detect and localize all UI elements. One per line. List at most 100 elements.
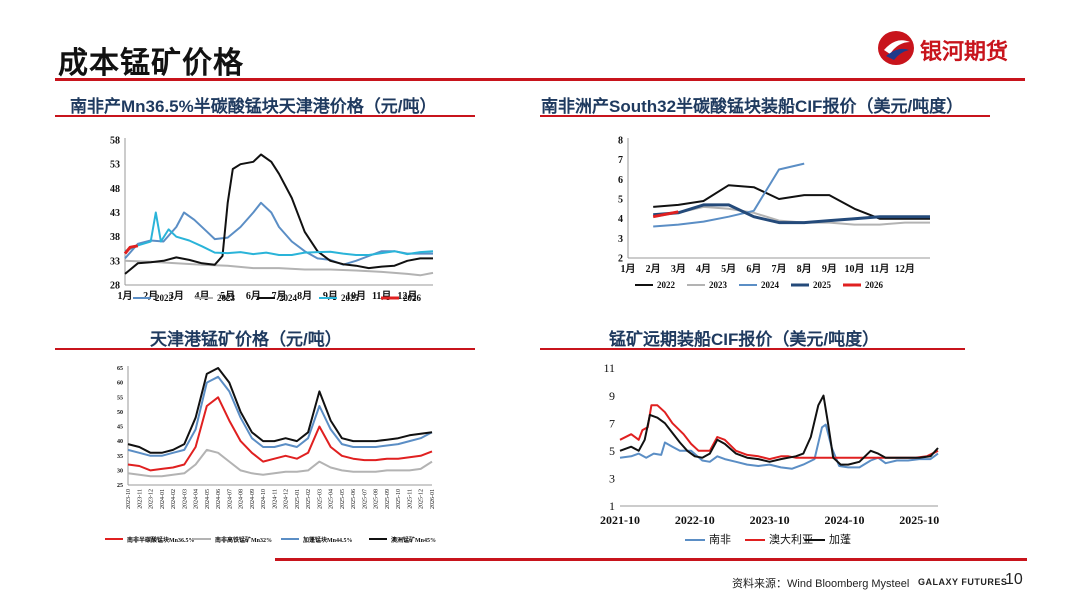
footer-divider bbox=[275, 558, 1027, 561]
chart3-xtick-label: 2024-09 bbox=[250, 489, 256, 509]
chart1-xtick-label: 9月 bbox=[323, 290, 338, 302]
chart3-ytick-label: 40 bbox=[117, 439, 123, 445]
chart2-xtick-label: 10月 bbox=[845, 263, 865, 275]
chart2-xtick-label: 6月 bbox=[746, 263, 761, 275]
chart3-xtick-label: 2025-03 bbox=[317, 489, 323, 509]
chart1-title-rule bbox=[55, 115, 475, 117]
chart2-xtick-label: 3月 bbox=[671, 263, 686, 275]
chart1-legend-label: 2024 bbox=[279, 293, 298, 303]
chart4-xtick-label: 2024-10 bbox=[824, 513, 864, 527]
chart1-xtick-label: 4月 bbox=[195, 290, 210, 302]
chart3-series-南非高铁锰矿Mn32% bbox=[127, 448, 433, 478]
chart1-legend-label: 2026 bbox=[403, 293, 422, 303]
chart3-plot bbox=[127, 367, 433, 478]
chart3-xtick-label: 2025-12 bbox=[419, 489, 425, 509]
chart2-series-2026 bbox=[652, 210, 679, 219]
chart4-ytick-label: 5 bbox=[609, 444, 615, 458]
chart2-xtick-label: 11月 bbox=[870, 263, 889, 275]
chart2-xtick-label: 5月 bbox=[721, 263, 736, 275]
chart4-legend-label: 加蓬 bbox=[829, 533, 851, 546]
chart4-legend: 南非 澳大利亚 加蓬 bbox=[685, 532, 851, 546]
chart1-series-2023 bbox=[124, 259, 434, 277]
chart1-title: 南非产Mn36.5%半碳酸锰块天津港价格（元/吨） bbox=[70, 97, 437, 116]
chart3-ytick-label: 60 bbox=[117, 381, 123, 387]
chart3-xtick-label: 2023-12 bbox=[149, 489, 155, 509]
chart3-xtick-label: 2024-02 bbox=[171, 489, 177, 509]
chart4-xaxis: 2021-10 2022-10 2023-10 2024-10 2025-10 bbox=[600, 505, 939, 527]
page-number: 10 bbox=[1005, 571, 1023, 588]
chart4-xtick-label: 2021-10 bbox=[600, 513, 640, 527]
chart3-title: 天津港锰矿价格（元/吨） bbox=[150, 330, 342, 349]
chart1-ytick-label: 38 bbox=[110, 232, 120, 243]
chart3-ytick-label: 45 bbox=[117, 425, 123, 431]
chart2-ytick-label: 8 bbox=[618, 136, 623, 147]
chart2-series-2025 bbox=[653, 203, 930, 225]
chart4-series-南非 bbox=[619, 423, 939, 470]
chart4-title: 锰矿远期装船CIF报价（美元/吨度） bbox=[609, 330, 880, 349]
chart1-ytick-label: 58 bbox=[110, 136, 120, 147]
source-note: 资料来源：Wind Bloomberg Mysteel bbox=[732, 578, 910, 590]
chart2-svg: 2 3 4 5 6 7 8 1月 2月 3月 4月 5月 6月 7月 8月 9月 10月 11月 12月 2022… bbox=[618, 136, 930, 290]
chart3-xtick-label: 2024-11 bbox=[272, 489, 278, 509]
chart4-xtick-label: 2022-10 bbox=[675, 513, 715, 527]
chart3-ytick-label: 35 bbox=[117, 454, 123, 460]
chart2-ytick-label: 7 bbox=[618, 155, 623, 166]
chart2-legend-label: 2024 bbox=[761, 280, 780, 290]
chart1-xtick-label: 5月 bbox=[220, 290, 235, 302]
chart2-xtick-label: 8月 bbox=[797, 263, 812, 275]
chart2-legend-label: 2023 bbox=[709, 280, 728, 290]
chart3-legend-label: 南非半碳酸锰块Mn36.5% bbox=[127, 536, 195, 544]
chart3-xtick-label: 2024-07 bbox=[227, 489, 233, 509]
chart3-xaxis: 2023-10 2023-11 2023-12 2024-01 2024-02 2024-… bbox=[126, 484, 436, 509]
chart4-ytick-label: 3 bbox=[609, 472, 615, 486]
chart3-xtick-label: 2023-10 bbox=[126, 489, 132, 509]
chart3-ytick-label: 30 bbox=[117, 468, 123, 474]
chart3-xtick-label: 2025-10 bbox=[396, 489, 402, 509]
chart4-plot bbox=[619, 394, 939, 470]
chart4-svg: 1 3 5 7 9 11 2021-10 2022-10 2023-10 2024-10 2025… bbox=[600, 361, 939, 546]
chart1-xtick-label: 3月 bbox=[169, 290, 184, 302]
chart3-yaxis: 25 30 35 40 45 50 55 60 65 bbox=[117, 366, 129, 489]
chart3-xtick-label: 2024-05 bbox=[205, 489, 211, 509]
chart1-series-2025 bbox=[124, 211, 434, 256]
chart3-legend-label: 加蓬锰块Mn44.5% bbox=[302, 536, 353, 544]
title-divider bbox=[55, 78, 1025, 81]
chart2-yaxis: 2 3 4 5 6 7 8 bbox=[618, 136, 629, 265]
chart4-legend-label: 南非 bbox=[709, 533, 731, 546]
chart1-ytick-label: 53 bbox=[110, 160, 120, 171]
chart3-xtick-label: 2025-09 bbox=[385, 489, 391, 509]
chart2-title-rule bbox=[540, 115, 990, 117]
chart2-xtick-label: 7月 bbox=[772, 263, 787, 275]
chart1-series-2024 bbox=[124, 153, 433, 275]
chart4-ytick-label: 9 bbox=[609, 389, 615, 403]
chart3-xtick-label: 2024-08 bbox=[239, 489, 245, 509]
chart3-xtick-label: 2025-08 bbox=[374, 489, 380, 509]
chart4-yaxis: 1 3 5 7 9 11 bbox=[603, 361, 615, 513]
chart3-ytick-label: 25 bbox=[117, 483, 123, 489]
chart1-series-2026 bbox=[123, 244, 139, 255]
chart3-series-加蓬锰块Mn44.5% bbox=[127, 375, 433, 457]
chart2-title: 南非洲产South32半碳酸锰块装船CIF报价（美元/吨度） bbox=[541, 97, 964, 116]
chart2-xtick-label: 12月 bbox=[895, 263, 915, 275]
chart4-ytick-label: 7 bbox=[609, 416, 615, 430]
chart2-xaxis: 1月 2月 3月 4月 5月 6月 7月 8月 9月 10月 11月 12月 bbox=[621, 257, 930, 275]
footer-brand: GALAXY FUTURES bbox=[918, 577, 1008, 587]
chart4-ytick-label: 11 bbox=[603, 361, 615, 375]
chart3-ytick-label: 50 bbox=[117, 410, 123, 416]
chart3-title-rule bbox=[55, 348, 475, 350]
chart3-ytick-label: 55 bbox=[117, 395, 123, 401]
chart1-ytick-label: 33 bbox=[110, 256, 120, 267]
chart4-xtick-label: 2025-10 bbox=[899, 513, 939, 527]
chart1-ytick-label: 43 bbox=[110, 208, 120, 219]
chart3-xtick-label: 2025-05 bbox=[340, 489, 346, 509]
chart3-xtick-label: 2024-10 bbox=[261, 489, 267, 509]
chart1-legend-label: 2022 bbox=[155, 293, 174, 303]
chart2-legend-label: 2022 bbox=[657, 280, 676, 290]
chart3-xtick-label: 2025-06 bbox=[351, 489, 357, 509]
chart3-xtick-label: 2024-12 bbox=[284, 489, 290, 509]
chart2-legend: 2022 2023 2024 2025 2026 bbox=[635, 280, 884, 290]
chart3-legend: 南非半碳酸锰块Mn36.5% 南非高铁锰矿Mn32% 加蓬锰块Mn44.5% 澳洲锰矿… bbox=[105, 536, 436, 544]
chart3-xtick-label: 2026-01 bbox=[430, 489, 436, 509]
chart1-xtick-label: 6月 bbox=[246, 290, 261, 302]
chart2-ytick-label: 2 bbox=[618, 254, 623, 265]
